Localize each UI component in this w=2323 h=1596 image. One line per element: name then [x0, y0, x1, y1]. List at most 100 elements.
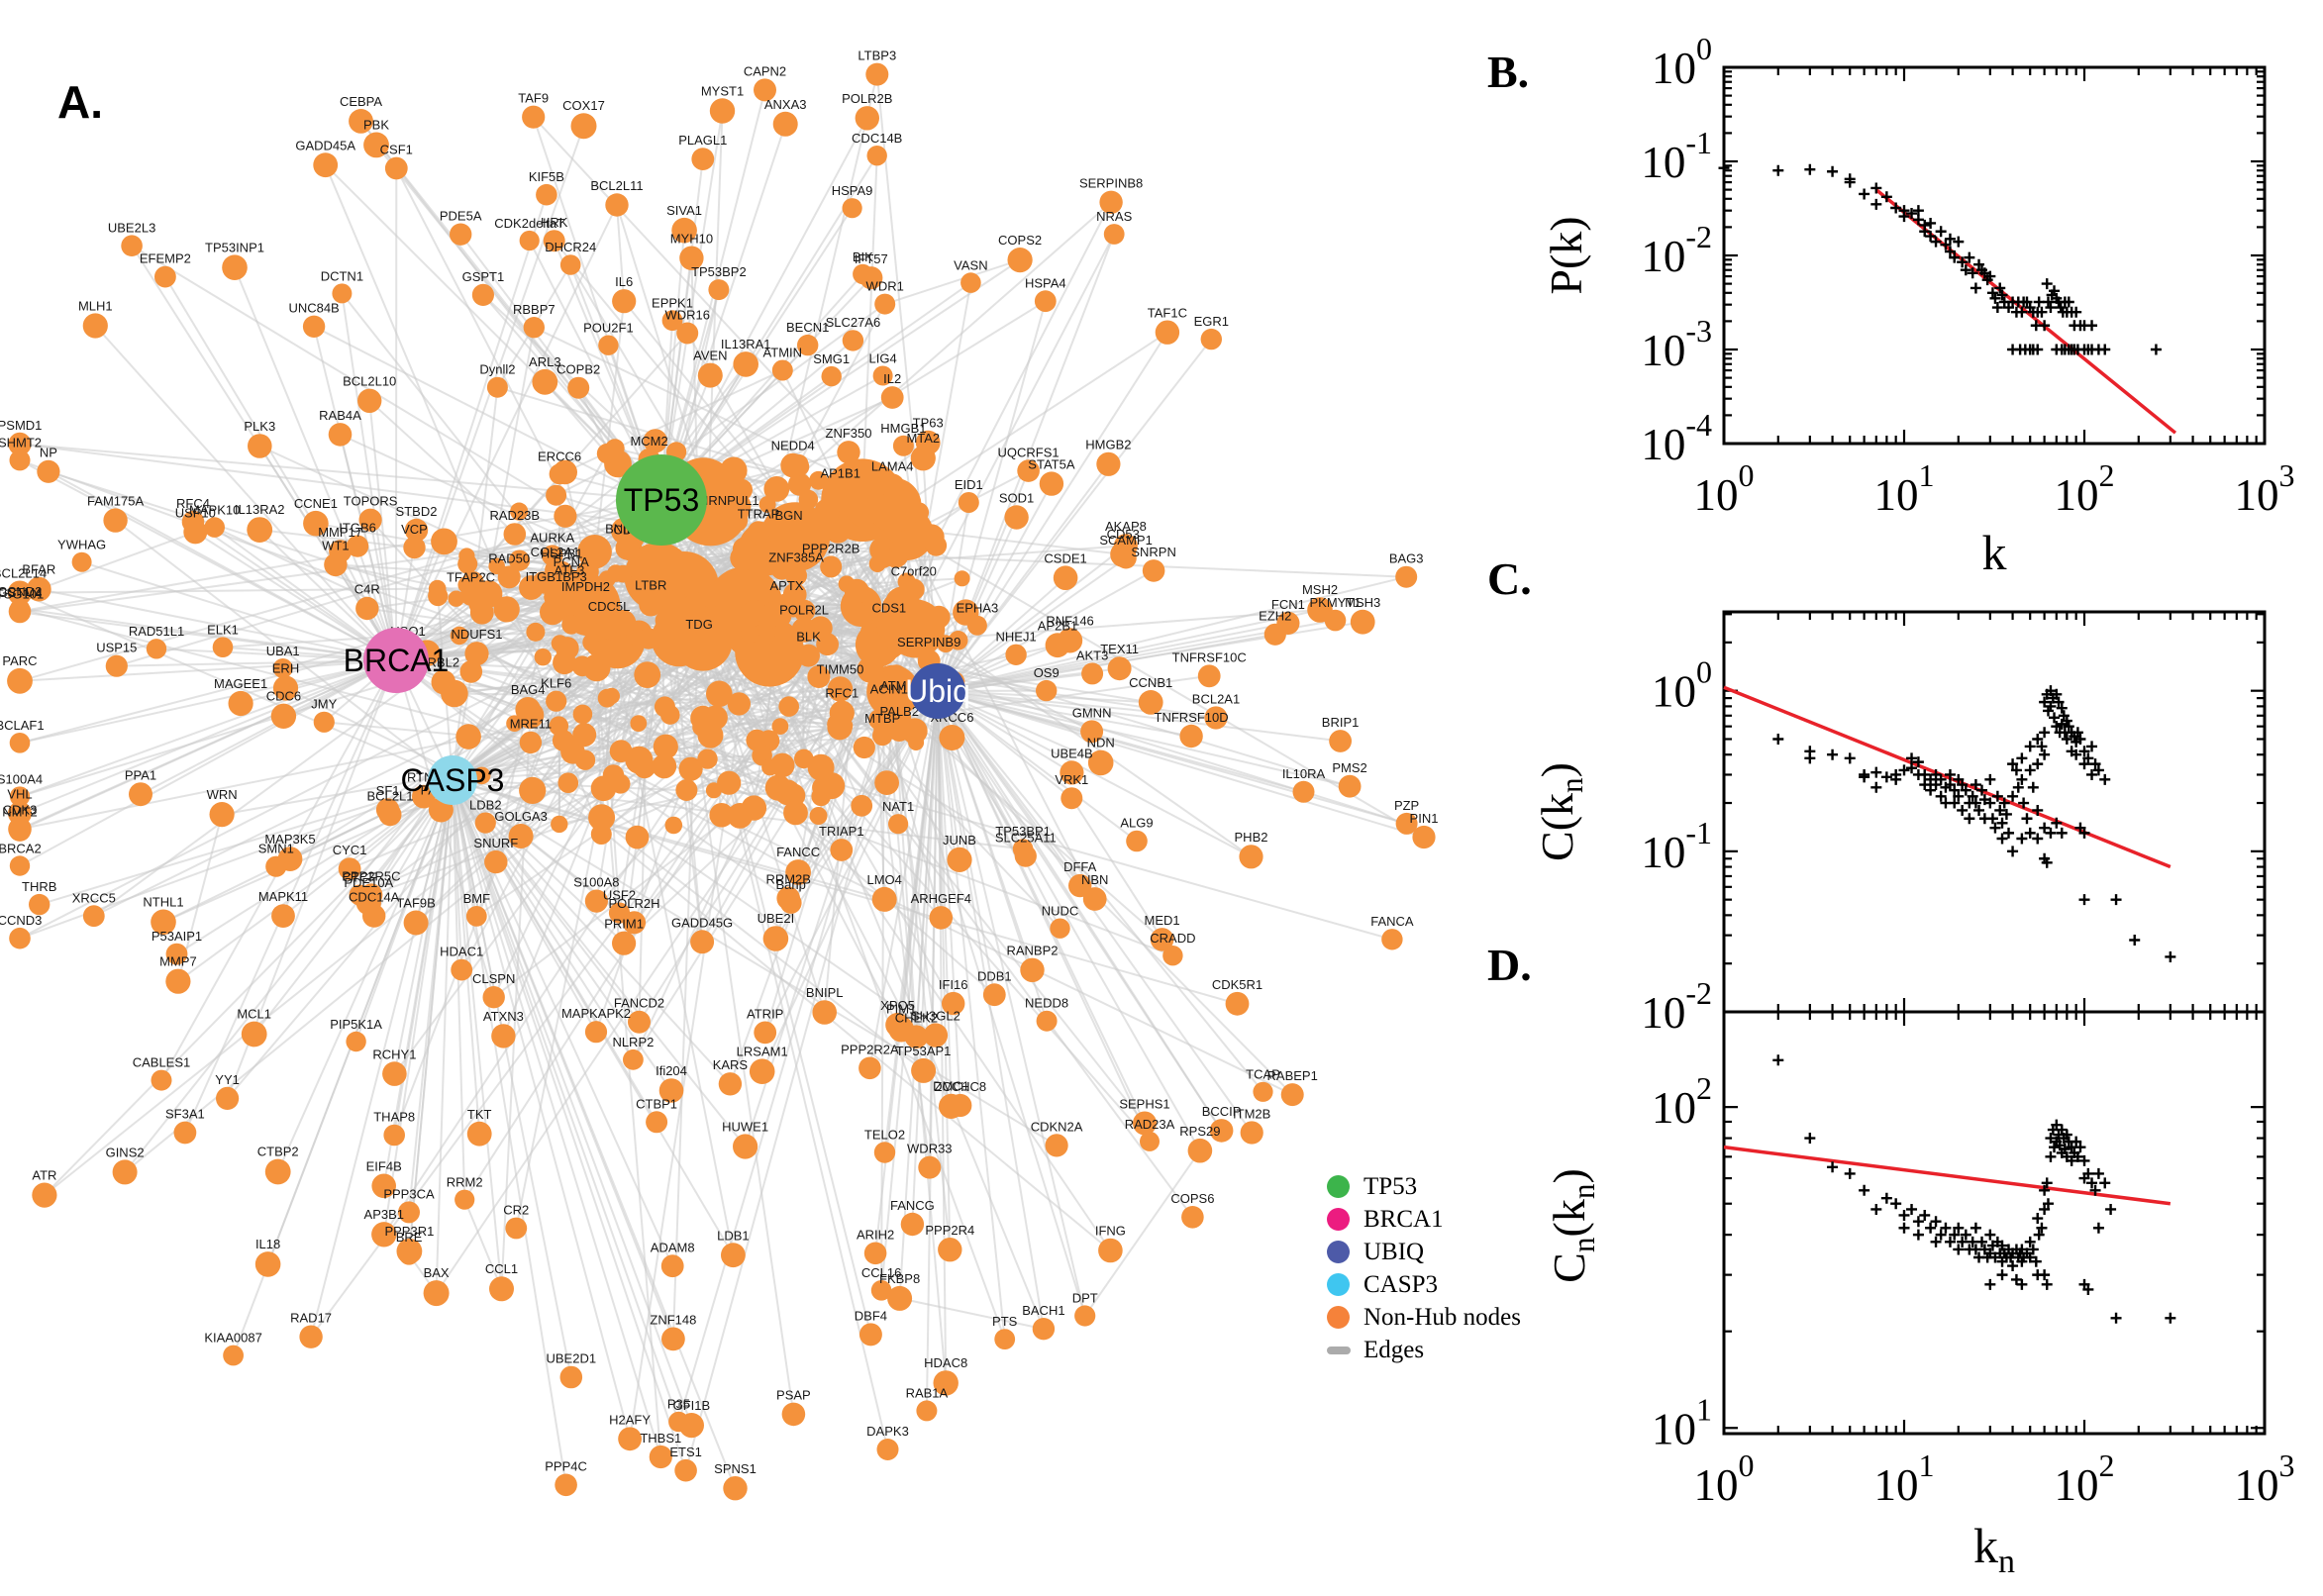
- network-node: [1007, 248, 1033, 273]
- network-node: [691, 148, 715, 171]
- network-node: [1140, 1131, 1160, 1151]
- gene-label: PMS2: [1332, 760, 1366, 775]
- network-node: [1395, 812, 1418, 835]
- network-node: [332, 283, 353, 304]
- network-node: [870, 1280, 892, 1301]
- network-node: [596, 613, 622, 640]
- gene-label: TP53BP1: [995, 824, 1051, 839]
- network-node: [1276, 611, 1300, 636]
- gene-label: UBE2D1: [547, 1351, 597, 1366]
- network-node: [649, 1445, 672, 1469]
- gene-label: GSPT1: [462, 269, 505, 284]
- network-node: [783, 800, 808, 826]
- network-node: [536, 183, 557, 206]
- network-node: [871, 547, 894, 568]
- gene-label: BRE: [396, 1230, 423, 1245]
- gene-label: AP3B1: [364, 1207, 404, 1222]
- network-node: [872, 725, 893, 747]
- gene-label: BAG3: [1389, 551, 1424, 566]
- network-node: [471, 283, 494, 306]
- gene-label: UBA1: [266, 644, 300, 658]
- gene-label: CDC14B: [852, 131, 902, 146]
- gene-label: HUWE1: [722, 1119, 768, 1134]
- network-node: [837, 441, 860, 464]
- network-node: [313, 711, 335, 733]
- network-node: [927, 605, 951, 629]
- network-node: [874, 293, 896, 315]
- network-node: [371, 1173, 397, 1199]
- gene-label: WT1: [322, 539, 349, 553]
- network-node: [491, 1024, 516, 1048]
- gene-label: LIG4: [869, 351, 897, 366]
- gene-label: LDB1: [717, 1228, 750, 1243]
- gene-label: NDN: [1087, 736, 1115, 750]
- gene-label: CYC1: [333, 843, 367, 857]
- network-node: [966, 615, 987, 636]
- gene-label: ITGB1BP3: [526, 569, 587, 584]
- network-node: [7, 580, 33, 606]
- fit-line: [1723, 685, 2172, 869]
- network-node: [908, 735, 925, 750]
- network-node: [165, 943, 188, 965]
- network-node: [780, 452, 806, 478]
- network-node: [842, 330, 864, 351]
- gene-label: PIP5K1A: [330, 1017, 382, 1032]
- gene-label: TSG101: [0, 586, 44, 601]
- gene-label: BFAR: [22, 562, 55, 577]
- network-node: [522, 105, 546, 129]
- network-node: [874, 770, 899, 795]
- network-node: [653, 734, 678, 759]
- network-node: [1005, 644, 1027, 665]
- gene-label: EPPK1: [652, 295, 693, 310]
- gene-label: MLH1: [78, 298, 113, 313]
- gene-label: ITGB6: [339, 521, 376, 536]
- network-node: [451, 958, 473, 981]
- network-node: [222, 254, 248, 281]
- gene-label: TELO2: [864, 1127, 905, 1142]
- scatter-points: [1718, 162, 2162, 355]
- network-node: [247, 434, 272, 458]
- network-node: [598, 335, 619, 355]
- network-node: [858, 1323, 882, 1347]
- network-node: [827, 676, 854, 702]
- gene-label: RAB1A: [906, 1386, 949, 1401]
- gene-label: COX17: [562, 98, 605, 113]
- gene-label: CSDE1: [1044, 550, 1086, 565]
- network-node: [1412, 825, 1436, 849]
- gene-label: MYH10: [670, 232, 713, 247]
- network-node: [551, 635, 569, 652]
- network-node: [329, 540, 353, 563]
- network-node: [204, 517, 225, 538]
- panel-label-a: A.: [57, 76, 103, 128]
- network-node: [733, 1134, 758, 1159]
- gene-label: UQCRFS1: [998, 445, 1060, 459]
- network-node: [431, 669, 456, 695]
- gene-label: PARC: [2, 653, 37, 668]
- gene-label: MMP7: [159, 954, 197, 969]
- gene-label: NTHL1: [143, 894, 183, 909]
- gene-label: CRADD: [1150, 931, 1195, 946]
- network-node: [732, 537, 758, 561]
- gene-label: ARHGEF4: [911, 891, 971, 906]
- gene-label: SIVA1: [666, 203, 702, 218]
- network-node: [674, 1458, 697, 1482]
- network-node: [254, 1251, 281, 1277]
- gene-label: SNRPN: [1131, 545, 1176, 559]
- svg-text:101: 101: [1652, 1391, 1712, 1453]
- gene-label: AKT3: [1076, 648, 1109, 662]
- gene-label: PDE10A: [344, 875, 393, 890]
- network-node: [876, 696, 901, 721]
- legend-label: Edges: [1364, 1336, 1425, 1363]
- gene-label: ERH: [272, 660, 299, 675]
- network-node: [1053, 565, 1078, 590]
- gene-label: LMO4: [866, 872, 901, 887]
- gene-label: BLK: [796, 630, 821, 645]
- network-node: [363, 132, 389, 158]
- network-node: [607, 564, 625, 582]
- network-node: [656, 615, 681, 640]
- gene-label: KIF5B: [529, 169, 564, 184]
- network-node: [797, 334, 819, 356]
- gene-label: IL13RA1: [721, 337, 771, 351]
- network-node: [455, 724, 481, 749]
- network-node: [876, 1439, 899, 1460]
